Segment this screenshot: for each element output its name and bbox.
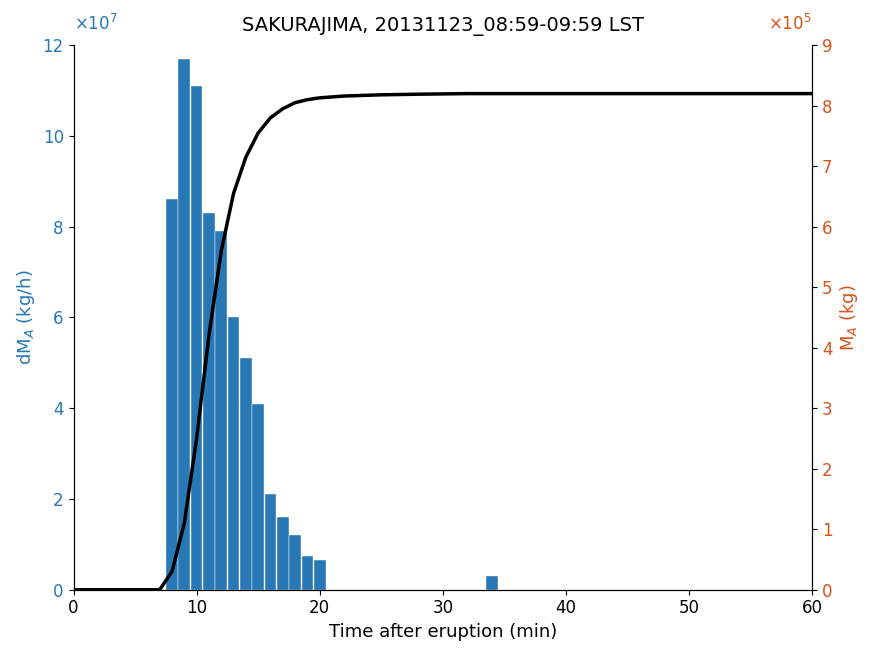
Bar [314, 560, 326, 590]
Bar [203, 213, 214, 590]
Bar [240, 358, 252, 590]
Bar [228, 318, 240, 590]
Bar [166, 199, 178, 590]
Title: SAKURAJIMA, 20131123_08:59-09:59 LST: SAKURAJIMA, 20131123_08:59-09:59 LST [242, 17, 644, 36]
Bar [277, 517, 289, 590]
Bar [215, 232, 228, 590]
Bar [264, 495, 276, 590]
X-axis label: Time after eruption (min): Time after eruption (min) [329, 623, 557, 641]
Text: $\times\mathregular{10}^{\mathregular{7}}$: $\times\mathregular{10}^{\mathregular{7}… [74, 14, 117, 34]
Bar [252, 403, 264, 590]
Bar [487, 576, 498, 590]
Y-axis label: dM$_A$ (kg/h): dM$_A$ (kg/h) [15, 270, 37, 365]
Text: $\times\mathregular{10}^{\mathregular{5}}$: $\times\mathregular{10}^{\mathregular{5}… [768, 14, 812, 34]
Y-axis label: M$_A$ (kg): M$_A$ (kg) [838, 284, 860, 351]
Bar [290, 535, 301, 590]
Bar [302, 556, 313, 590]
Bar [178, 59, 190, 590]
Bar [191, 86, 202, 590]
